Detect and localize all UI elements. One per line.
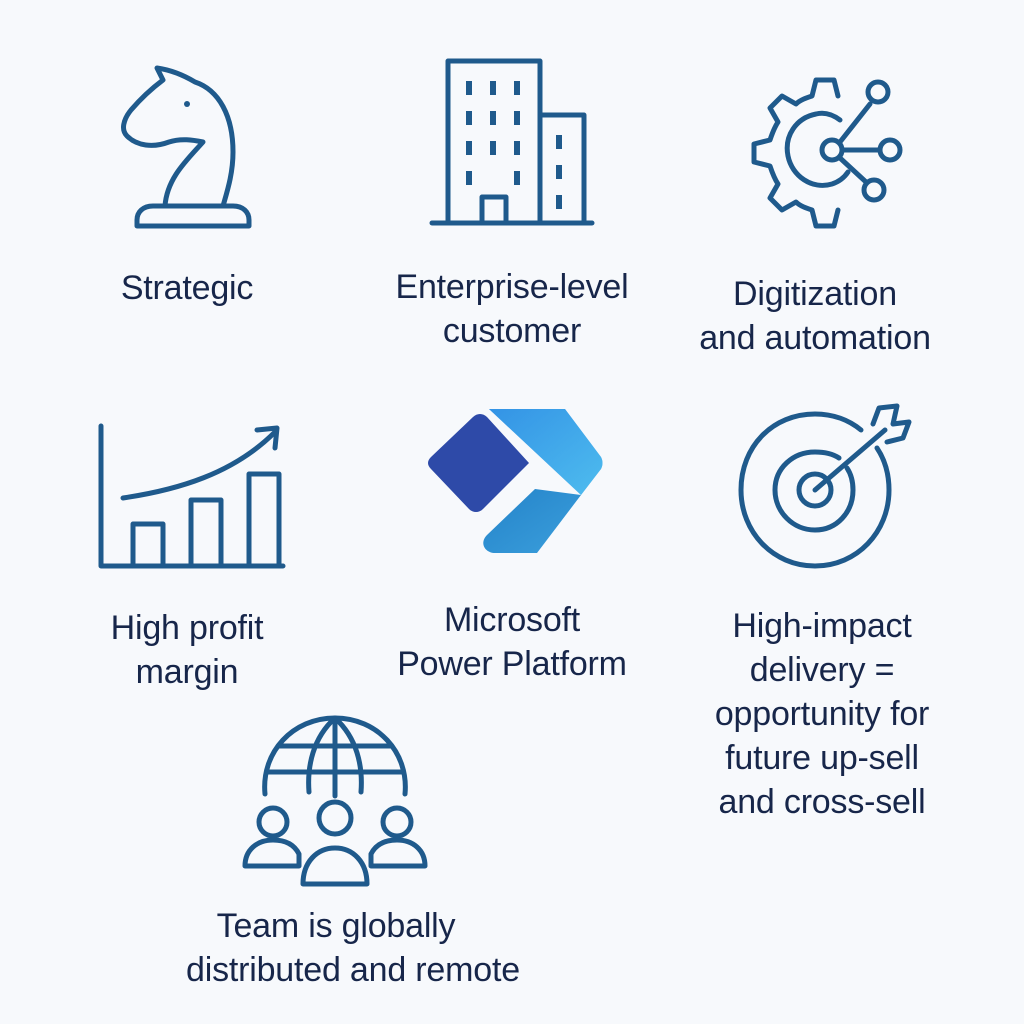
caption-line: Enterprise-level <box>395 268 629 306</box>
caption-power-platform: Microsoft Power Platform <box>362 598 662 686</box>
power-platform-logo-icon <box>428 409 603 553</box>
caption-impact: High-impact delivery = opportunity for f… <box>672 604 972 824</box>
caption-digitization: Digitization and automation <box>665 272 965 360</box>
caption-line: Microsoft <box>443 601 581 639</box>
caption-line: distributed and remote <box>186 951 520 989</box>
caption-line: Digitization <box>733 275 897 313</box>
tile-power-platform: Microsoft Power Platform <box>362 405 662 686</box>
tile-strategic: Strategic <box>37 60 337 310</box>
caption-line: customer <box>442 312 582 350</box>
caption-line: future up-sell <box>725 739 919 777</box>
tile-digitization: Digitization and automation <box>665 62 965 360</box>
chess-knight-icon <box>121 65 252 229</box>
caption-line: High-impact <box>732 607 912 645</box>
globe-team-icon <box>242 715 428 887</box>
caption-line: opportunity for <box>714 695 930 733</box>
caption-line: Power Platform <box>397 645 627 683</box>
tile-team: Team is globally distributed and remote <box>186 712 520 992</box>
tile-impact: High-impact delivery = opportunity for f… <box>672 402 972 824</box>
caption-line: High profit <box>110 609 264 647</box>
caption-line: and automation <box>699 319 931 357</box>
tile-profit: High profit margin <box>37 418 337 694</box>
tile-enterprise: Enterprise-level customer <box>362 55 662 353</box>
caption-line: Team is globally <box>216 907 456 945</box>
office-buildings-icon <box>429 58 595 226</box>
caption-line: delivery = <box>749 651 895 689</box>
caption-line: Strategic <box>120 269 254 307</box>
gear-network-icon <box>751 77 903 229</box>
caption-line: margin <box>135 653 239 691</box>
bar-chart-growth-icon <box>98 423 286 569</box>
caption-enterprise: Enterprise-level customer <box>362 265 662 353</box>
caption-strategic: Strategic <box>37 266 337 310</box>
target-arrow-icon <box>738 403 912 569</box>
caption-line: and cross-sell <box>718 783 926 821</box>
caption-profit: High profit margin <box>37 606 337 694</box>
caption-team: Team is globally distributed and remote <box>186 904 520 992</box>
